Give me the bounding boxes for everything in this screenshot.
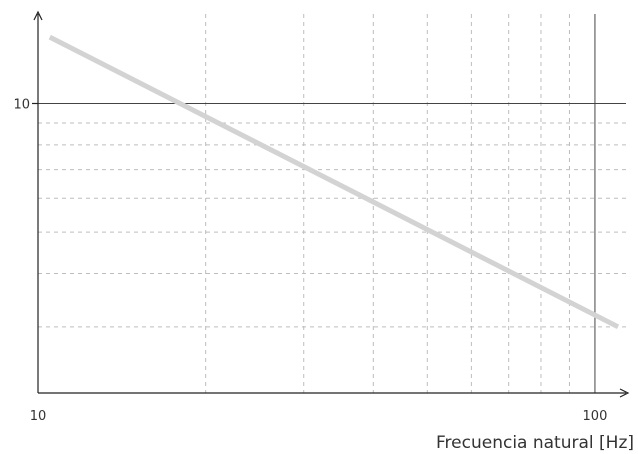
series-line-0 [48,34,620,330]
x-tick-label: 100 [583,409,608,424]
ticks: 10 100 10 [13,97,607,424]
series-layer [48,34,620,330]
x-axis-label: Frecuencia natural [Hz] [436,433,634,453]
x-axis-arrow [619,388,630,398]
x-tick-label: 10 [30,409,47,424]
y-axis-arrow [33,10,43,21]
y-tick-label: 10 [13,97,30,112]
grid [38,14,626,393]
axes [33,10,630,398]
